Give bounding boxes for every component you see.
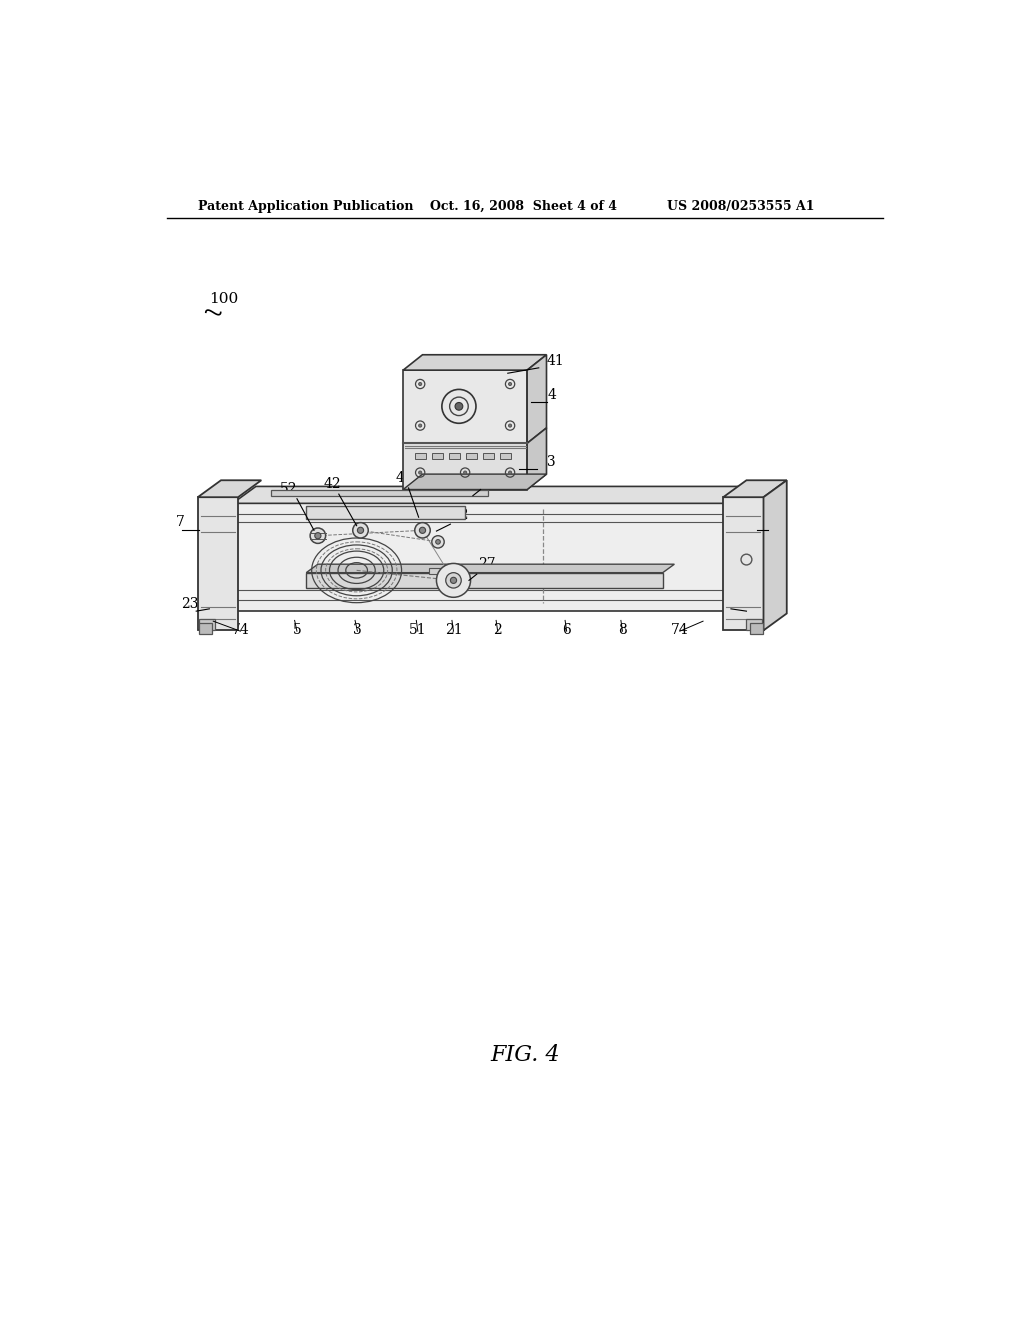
Circle shape [509, 383, 512, 385]
Polygon shape [403, 370, 527, 444]
Text: Patent Application Publication: Patent Application Publication [198, 199, 414, 213]
Circle shape [435, 540, 440, 544]
Text: 2: 2 [494, 623, 502, 638]
Polygon shape [198, 498, 238, 631]
Circle shape [432, 536, 444, 548]
Bar [415, 453, 426, 459]
Circle shape [352, 523, 369, 539]
Circle shape [464, 471, 467, 474]
Text: FIG. 4: FIG. 4 [490, 1044, 559, 1067]
Text: 3: 3 [353, 623, 361, 638]
Polygon shape [723, 498, 764, 631]
Bar [449, 453, 460, 459]
Text: 42: 42 [395, 471, 413, 484]
Polygon shape [306, 573, 663, 589]
Text: 43: 43 [539, 455, 556, 470]
Text: 7: 7 [770, 516, 778, 529]
Polygon shape [200, 619, 215, 631]
Text: 74: 74 [231, 623, 249, 638]
Bar [429, 568, 447, 574]
Text: 23: 23 [180, 597, 199, 611]
Polygon shape [271, 490, 488, 496]
Circle shape [455, 403, 463, 411]
Circle shape [357, 527, 364, 533]
Circle shape [419, 424, 422, 428]
Bar [483, 453, 494, 459]
Bar [432, 453, 442, 459]
Polygon shape [723, 480, 786, 498]
Polygon shape [232, 503, 729, 611]
Polygon shape [527, 428, 547, 490]
Polygon shape [306, 507, 465, 519]
Polygon shape [764, 480, 786, 631]
Circle shape [419, 471, 422, 474]
Text: 74: 74 [671, 623, 689, 638]
Polygon shape [232, 487, 752, 503]
Polygon shape [306, 564, 675, 573]
Text: 100: 100 [209, 292, 239, 305]
Polygon shape [403, 444, 527, 490]
Text: 23: 23 [748, 597, 766, 611]
Text: US 2008/0253555 A1: US 2008/0253555 A1 [667, 199, 814, 213]
Circle shape [314, 532, 321, 539]
Text: 51: 51 [409, 623, 427, 638]
Polygon shape [199, 623, 212, 635]
Circle shape [310, 528, 326, 544]
Circle shape [415, 523, 430, 539]
Text: 27: 27 [478, 557, 496, 572]
Circle shape [419, 383, 422, 385]
Text: 52: 52 [280, 482, 297, 496]
Circle shape [509, 471, 512, 474]
Circle shape [420, 527, 426, 533]
Text: 21: 21 [444, 623, 462, 638]
Circle shape [436, 564, 471, 597]
Bar [466, 453, 477, 459]
Polygon shape [198, 480, 261, 498]
Text: 6: 6 [562, 623, 571, 638]
Text: 5: 5 [293, 623, 301, 638]
Polygon shape [750, 623, 763, 635]
Text: Oct. 16, 2008  Sheet 4 of 4: Oct. 16, 2008 Sheet 4 of 4 [430, 199, 617, 213]
Polygon shape [746, 619, 762, 631]
Text: 7: 7 [176, 516, 185, 529]
Text: 32: 32 [480, 473, 498, 486]
Polygon shape [403, 474, 547, 490]
Text: 4: 4 [548, 388, 557, 401]
Text: 8: 8 [618, 623, 627, 638]
Circle shape [509, 424, 512, 428]
Polygon shape [527, 355, 547, 444]
Circle shape [445, 573, 461, 589]
Text: 42: 42 [324, 477, 341, 491]
Text: 52: 52 [452, 508, 469, 521]
Bar [500, 453, 511, 459]
Text: 41: 41 [547, 354, 564, 368]
Circle shape [451, 577, 457, 583]
Polygon shape [403, 355, 547, 370]
